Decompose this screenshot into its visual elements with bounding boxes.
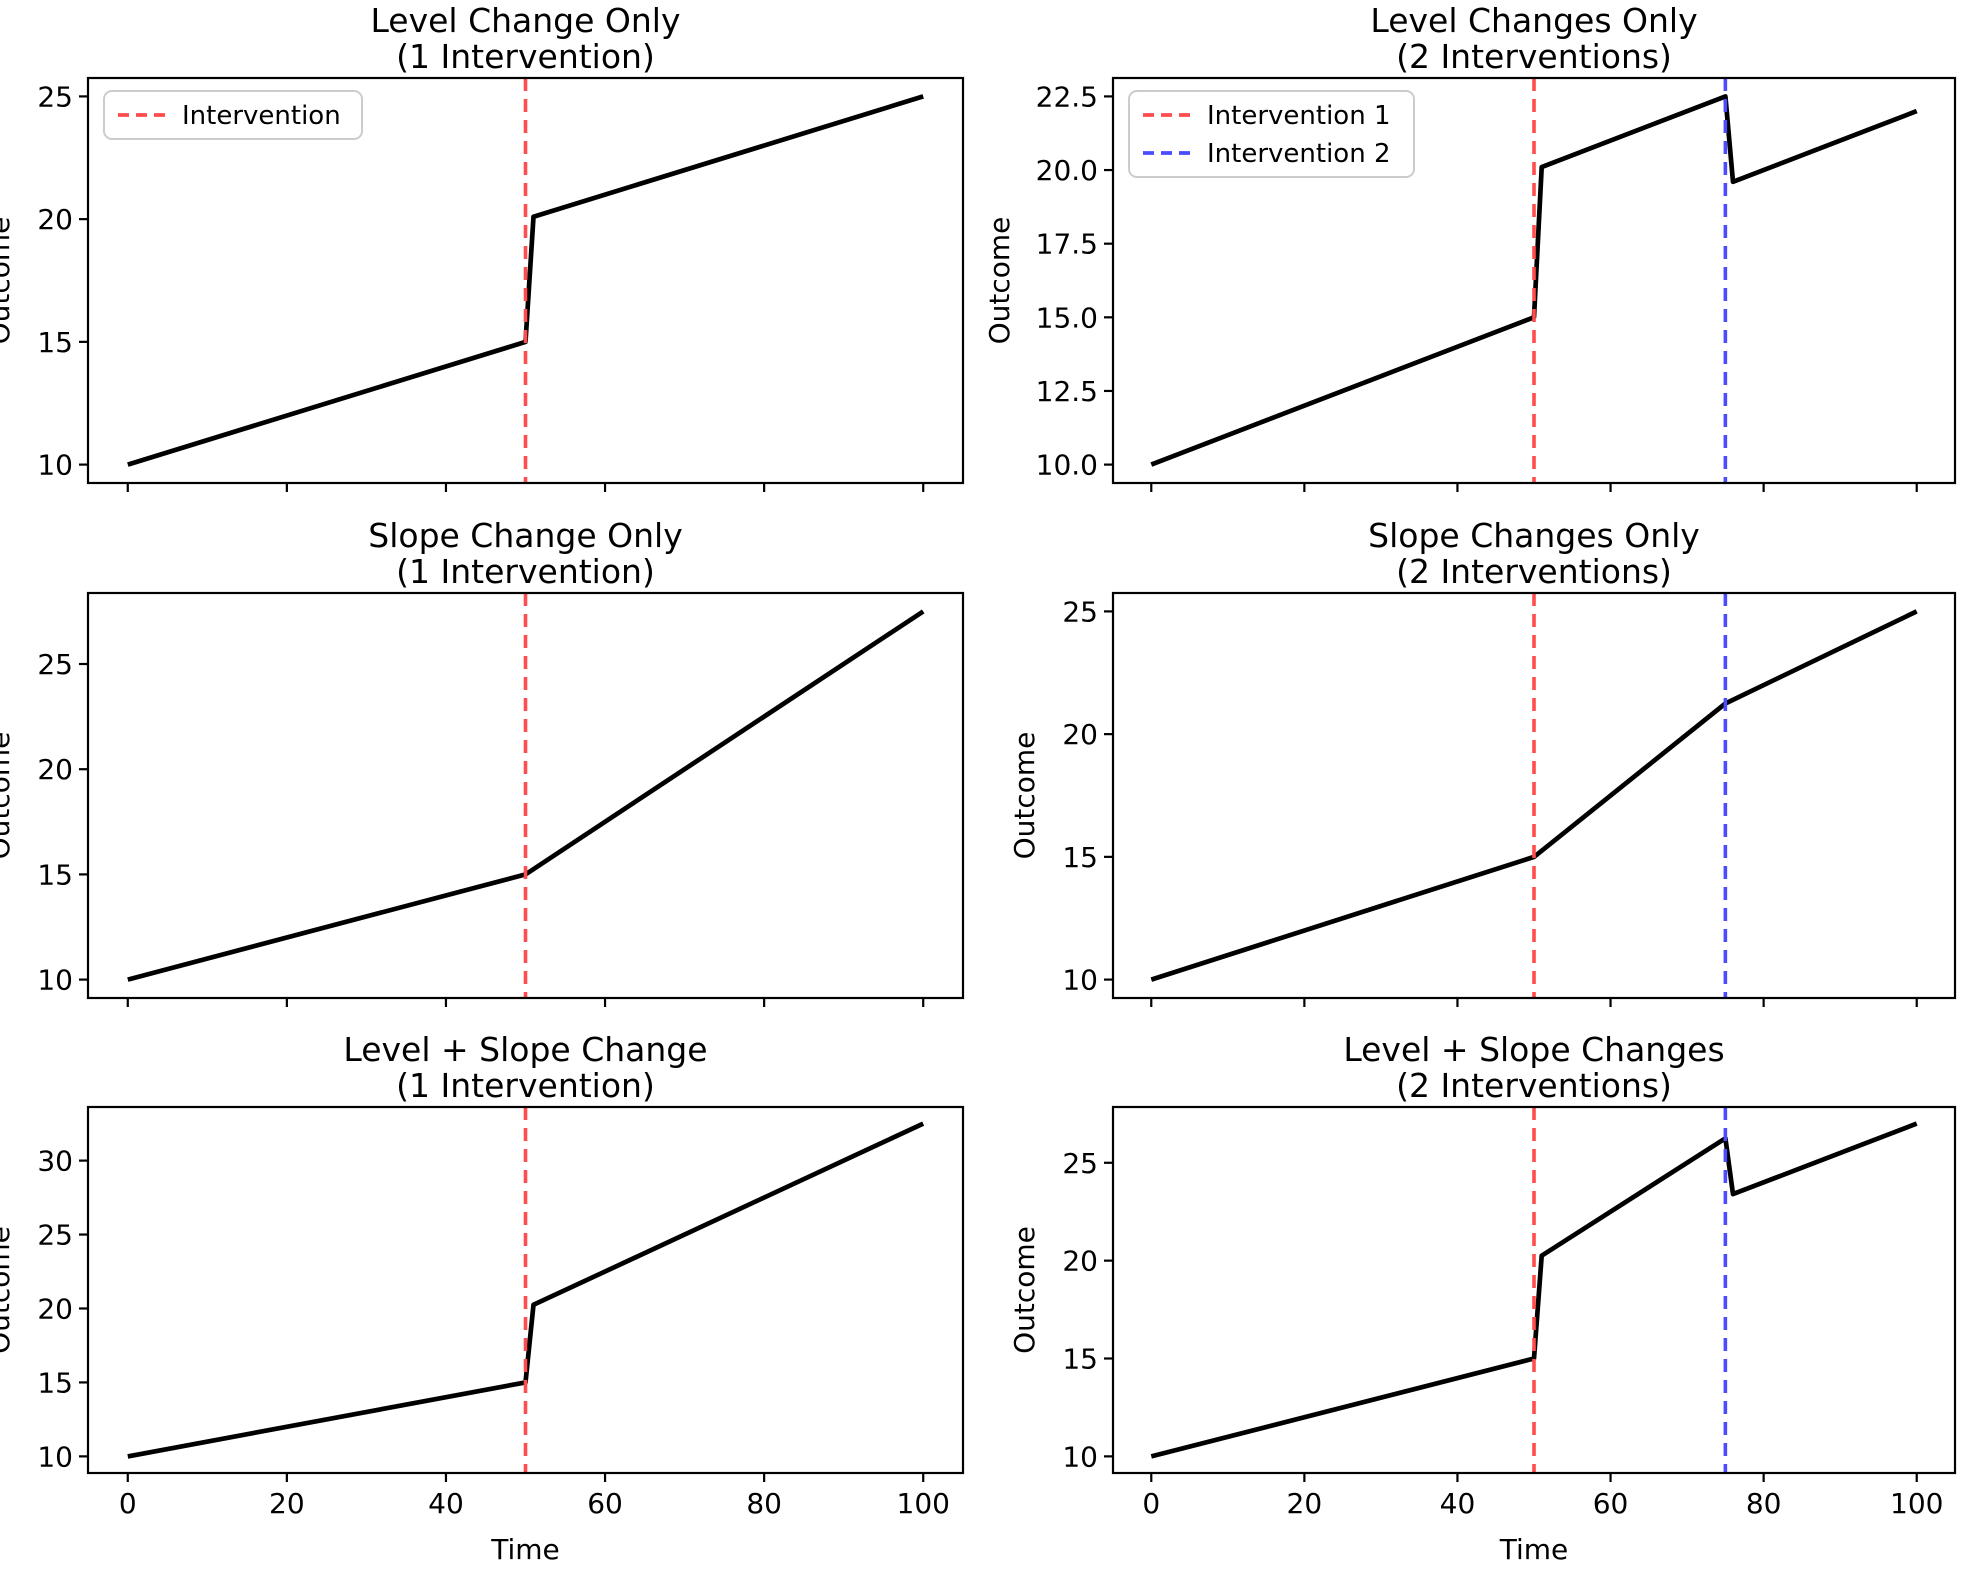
y-tick-label: 10 (37, 1440, 73, 1473)
x-tick-label: 80 (746, 1487, 782, 1520)
axes-frame (1111, 76, 1957, 485)
y-tick-label: 25 (37, 80, 73, 113)
outcome-line (1150, 609, 1918, 982)
y-tick-label: 10 (1062, 964, 1098, 997)
y-axis-label: Outcome (983, 217, 1016, 345)
subplot-level-changes-only: 10.0 12.5 15.0 17.5 20.0 22.5 Outcome Level Cha… (983, 1, 1957, 492)
title-line-2: (2 Interventions) (1396, 37, 1672, 76)
title-line-1: Level + Slope Change (343, 1030, 707, 1069)
y-tick-label: 10 (1062, 1440, 1098, 1473)
subplot-level-plus-slope-change: 0 20 40 60 80 100 10 15 20 25 30 Outcome Time Level +… (0, 1030, 965, 1566)
y-tick-label: 15 (37, 1366, 73, 1399)
x-tick-label: 60 (587, 1487, 623, 1520)
title-line-1: Level + Slope Changes (1343, 1030, 1724, 1069)
title-line-2: (2 Interventions) (1396, 552, 1672, 591)
x-tick-label: 100 (1890, 1487, 1943, 1520)
outcome-line (1150, 94, 1918, 467)
subplot-slope-changes-only: 10 15 20 25 Outcome Slope Changes Only(2 Inte… (1008, 516, 1957, 1007)
y-axis-label: Outcome (1008, 732, 1041, 860)
y-axis-label: Outcome (0, 217, 16, 345)
outcome-line (1150, 1121, 1918, 1459)
x-tick-label: 20 (269, 1487, 305, 1520)
x-tick-label: 40 (1440, 1487, 1476, 1520)
y-tick-label: 25 (1062, 1147, 1098, 1180)
y-tick-label: 17.5 (1036, 228, 1098, 261)
y-tick-label: 10 (37, 964, 73, 997)
y-tick-label: 15.0 (1036, 301, 1098, 334)
title-line-2: (1 Intervention) (396, 552, 655, 591)
y-tick-label: 15 (37, 858, 73, 891)
y-tick-label: 20 (37, 1292, 73, 1325)
title-line-1: Slope Change Only (368, 516, 682, 555)
y-axis-label: Outcome (0, 1226, 16, 1354)
outcome-line (127, 1121, 925, 1459)
legend-box (103, 90, 363, 140)
title-line-1: Level Change Only (370, 1, 680, 40)
y-tick-label: 12.5 (1036, 375, 1098, 408)
subplot-level-change-only: 10 15 20 25 Outcome Level Change Only(1 Inter… (0, 1, 965, 492)
y-tick-label: 15 (1062, 841, 1098, 874)
outcome-line (127, 94, 924, 467)
y-tick-label: 25 (1062, 595, 1098, 628)
x-tick-label: 80 (1746, 1487, 1782, 1520)
x-axis-label: Time (1499, 1533, 1569, 1566)
y-tick-label: 25 (37, 1219, 73, 1252)
y-tick-label: 20.0 (1036, 154, 1098, 187)
axes-frame (1111, 591, 1957, 1000)
y-tick-label: 15 (37, 326, 73, 359)
y-tick-label: 20 (1062, 718, 1098, 751)
y-tick-label: 22.5 (1036, 80, 1098, 113)
y-tick-label: 30 (37, 1145, 73, 1178)
title-line-1: Level Changes Only (1370, 1, 1697, 40)
subplot-level-plus-slope-changes: 0 20 40 60 80 100 10 15 20 25 Outcome Time Level + S… (1008, 1030, 1957, 1566)
x-axis-label: Time (490, 1533, 560, 1566)
subplot-slope-change-only: 10 15 20 25 Outcome Slope Change Only(1 Inter… (0, 516, 965, 1007)
y-axis-label: Outcome (1008, 1226, 1041, 1354)
x-tick-label: 20 (1287, 1487, 1323, 1520)
x-tick-label: 40 (428, 1487, 464, 1520)
legend-label: Intervention 1 (1207, 101, 1391, 131)
y-tick-label: 20 (37, 753, 73, 786)
y-tick-label: 20 (37, 203, 73, 236)
x-tick-label: 0 (1142, 1487, 1160, 1520)
title-line-2: (2 Interventions) (1396, 1066, 1672, 1105)
y-tick-label: 10 (37, 449, 73, 482)
axes-frame (86, 76, 965, 485)
axes-frame (1111, 1105, 1957, 1475)
x-tick-label: 0 (119, 1487, 137, 1520)
x-tick-label: 100 (897, 1487, 950, 1520)
y-tick-label: 25 (37, 648, 73, 681)
axes-frame (86, 1105, 965, 1475)
legend-label: Intervention (182, 101, 341, 131)
legend-box (1128, 90, 1415, 178)
y-axis-label: Outcome (0, 732, 16, 860)
title-line-1: Slope Changes Only (1368, 516, 1700, 555)
x-tick-label: 60 (1593, 1487, 1629, 1520)
title-line-2: (1 Intervention) (396, 37, 655, 76)
legend-label: Intervention 2 (1207, 139, 1391, 169)
y-tick-label: 15 (1062, 1343, 1098, 1376)
title-line-2: (1 Intervention) (396, 1066, 655, 1105)
y-tick-label: 10.0 (1036, 449, 1098, 482)
axes-frame (86, 591, 965, 1000)
y-tick-label: 20 (1062, 1245, 1098, 1278)
